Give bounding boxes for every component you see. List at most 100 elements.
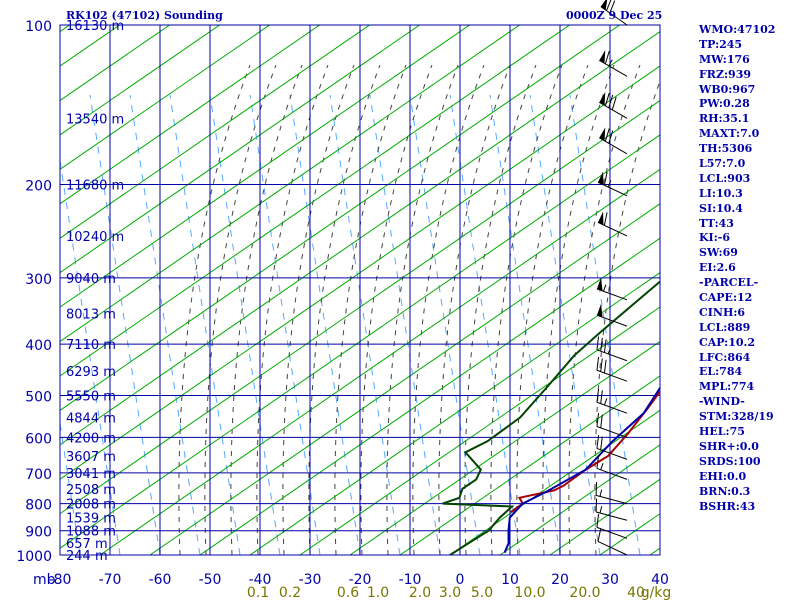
pressure-tick-label: 1000 [16, 549, 52, 565]
wind-barb [597, 171, 628, 197]
moist-adiabat-line [464, 64, 537, 555]
height-label: 1088 m [66, 525, 116, 540]
wind-barb [595, 498, 628, 521]
moist-adiabat-line [490, 64, 563, 555]
wind-barb-flag [608, 130, 614, 144]
height-label: 2008 m [66, 498, 116, 513]
stat-item: PW:0.28 [699, 97, 750, 111]
dry-adiabat-line [60, 25, 471, 308]
wind-barb-pennant [597, 211, 604, 225]
plot-border [59, 24, 661, 556]
mixing-ratio-label: 0.1 [247, 585, 269, 600]
parcel-line [503, 386, 660, 554]
height-label: 2508 m [66, 483, 116, 498]
x-tick-label: -80 [49, 572, 72, 588]
stat-item: SW:69 [699, 246, 738, 260]
moist-adiabat-line [256, 64, 329, 555]
wind-barb [596, 336, 628, 362]
dry-adiabat-line [449, 409, 660, 555]
stat-item: SRDS:100 [699, 454, 761, 468]
temperature-line [510, 389, 660, 513]
wind-barb-flag [597, 528, 602, 542]
pressure-tick-label: 400 [25, 338, 52, 354]
height-label: 244 m [66, 549, 108, 564]
dry-adiabat-line [199, 237, 660, 555]
height-label: 16130 m [66, 19, 124, 34]
height-label: 1539 m [66, 512, 116, 527]
wind-barb-flag [603, 359, 607, 374]
wind-barb-pennant [596, 277, 603, 291]
wind-barb-half-flag [599, 489, 603, 497]
sounding-series [442, 280, 660, 555]
wind-barb-pennant [599, 49, 606, 64]
wind-barb-pennant [596, 303, 603, 318]
stat-item: STM:328/19 [699, 410, 774, 424]
wind-barb [596, 435, 628, 460]
wind-barb-shaft [596, 288, 628, 301]
stat-item: FRZ:939 [699, 67, 752, 81]
wind-barb [596, 303, 628, 327]
stat-item: LCL:889 [699, 320, 751, 334]
wind-barb-flag [603, 172, 608, 186]
wind-barb [596, 413, 628, 438]
height-label: 3607 m [66, 450, 116, 465]
wind-barb-flag [608, 94, 614, 108]
dry-adiabat-line [249, 272, 660, 555]
wind-barb-pennant [597, 171, 604, 185]
x-tick-label: -70 [99, 572, 122, 588]
height-label: 5550 m [66, 389, 116, 404]
height-label: 10240 m [66, 230, 124, 245]
height-label: 11680 m [66, 179, 124, 194]
stat-item: CINH:6 [699, 305, 746, 319]
height-label: 7110 m [66, 338, 116, 353]
chart-time: 0000Z 9 Dec 25 [566, 9, 663, 22]
stat-item: TP:245 [699, 37, 743, 51]
stat-item: MAXT:7.0 [699, 127, 760, 141]
moist-adiabat-line [360, 64, 433, 555]
wind-barb [599, 49, 628, 77]
stats-panel: WMO:47102 TP:245 MW:176 FRZ:939 WB0:967 PW:0.… [699, 23, 800, 514]
wind-barb-half-flag [608, 59, 613, 67]
dry-adiabat-line [60, 134, 660, 549]
wind-barb-half-flag [603, 398, 608, 406]
wind-barb-flag [600, 337, 603, 352]
dry-adiabats [60, 25, 660, 555]
moist-adiabat-line [334, 64, 407, 555]
mixing-ratio-label: 40 [627, 585, 645, 600]
wind-barb-flag [603, 339, 607, 353]
pressure-tick-label: 100 [25, 19, 52, 35]
height-label: 3041 m [66, 467, 116, 482]
x-tick-label: -20 [349, 572, 372, 588]
stat-item: SI:10.4 [699, 201, 743, 215]
dry-adiabat-line [60, 25, 621, 411]
dry-adiabat-line [149, 203, 660, 555]
wind-barb-flag [606, 0, 612, 11]
wind-barb [595, 482, 628, 505]
mixing-ratio-line [329, 94, 401, 555]
wind-barb-flag [596, 336, 600, 350]
stat-item: CAPE:12 [699, 291, 753, 305]
mixing-ratio-label: 0.6 [337, 585, 359, 600]
wind-barb [596, 388, 628, 414]
stat-item: LFC:864 [699, 350, 751, 364]
wind-barb-half-flag [607, 347, 612, 355]
stat-item: TT:43 [699, 216, 734, 230]
stat-item: L57:7.0 [699, 157, 746, 171]
wind-barb-flag [604, 128, 610, 142]
stat-item: LCL:903 [699, 171, 751, 185]
height-label: 8013 m [66, 307, 116, 322]
stat-item: -WIND- [699, 395, 745, 409]
mixing-ratio-label: g/kg [641, 585, 672, 600]
wind-barb-shaft [595, 511, 628, 521]
wind-barb-flag [604, 50, 610, 65]
height-label: 9040 m [66, 272, 116, 287]
mixing-ratio-label: 0.2 [279, 585, 301, 600]
stat-item: TH:5306 [699, 142, 753, 156]
wind-barb-half-flag [603, 284, 607, 292]
x-tick-label: 40 [651, 572, 669, 588]
wind-barb-pennant [599, 127, 606, 141]
pressure-tick-label: 700 [25, 467, 52, 483]
mixing-ratio-line [409, 94, 481, 555]
pressure-tick-label: 900 [25, 525, 52, 541]
wind-barb-flag [600, 436, 603, 450]
